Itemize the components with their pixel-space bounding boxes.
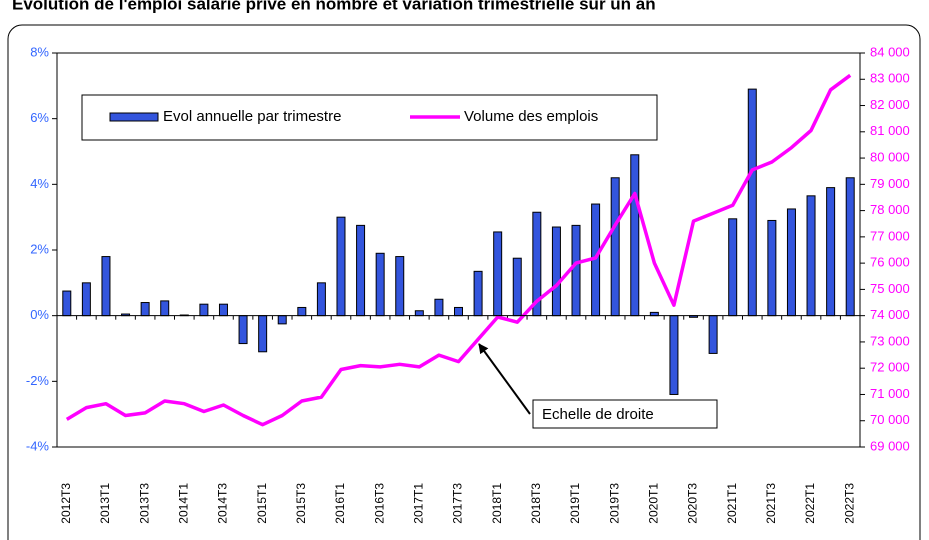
x-tick-label: 2021T1 bbox=[725, 483, 739, 524]
bar bbox=[826, 187, 836, 317]
bar bbox=[473, 270, 483, 317]
x-tick-label: 2019T1 bbox=[568, 483, 582, 524]
x-tick-label: 2022T1 bbox=[803, 483, 817, 524]
x-tick-label: 2016T1 bbox=[333, 483, 347, 524]
bar bbox=[101, 256, 111, 317]
legend-label: Evol annuelle par trimestre bbox=[163, 108, 341, 125]
bar bbox=[277, 315, 287, 325]
bar bbox=[395, 256, 405, 317]
x-tick-label: 2017T3 bbox=[451, 483, 465, 524]
y2-tick-label: 78 000 bbox=[870, 202, 910, 217]
x-tick-label: 2015T1 bbox=[255, 483, 269, 524]
bar bbox=[297, 306, 307, 317]
y2-tick-label: 83 000 bbox=[870, 71, 910, 86]
y2-tick-label: 76 000 bbox=[870, 255, 910, 270]
bar bbox=[786, 208, 796, 317]
bar bbox=[806, 195, 816, 317]
legend-box bbox=[81, 94, 658, 141]
chart-title: Evolution de l'emploi salarié privé en n… bbox=[12, 0, 656, 13]
legend: Evol annuelle par trimestre Volume des em… bbox=[81, 94, 658, 141]
x-tick-label: 2021T3 bbox=[764, 483, 778, 524]
y-tick-label: 0% bbox=[30, 307, 49, 322]
x-tick-label: 2012T3 bbox=[59, 483, 73, 524]
bar bbox=[375, 252, 385, 317]
bar bbox=[160, 300, 170, 317]
x-tick-label: 2018T1 bbox=[490, 483, 504, 524]
y-tick-label: 6% bbox=[30, 110, 49, 125]
x-tick-label: 2014T3 bbox=[216, 483, 230, 524]
y-tick-label: 4% bbox=[30, 176, 49, 191]
bar bbox=[708, 315, 718, 354]
x-tick-label: 2013T3 bbox=[137, 483, 151, 524]
bar bbox=[747, 88, 757, 317]
bar bbox=[434, 298, 444, 317]
y2-tick-label: 75 000 bbox=[870, 281, 910, 296]
legend-marker bbox=[109, 112, 159, 122]
y2-tick-label: 79 000 bbox=[870, 176, 910, 191]
annotation: Echelle de droite bbox=[542, 406, 654, 423]
bar bbox=[493, 231, 503, 317]
bar bbox=[610, 177, 620, 317]
bar bbox=[258, 315, 268, 353]
y2-tick-label: 72 000 bbox=[870, 360, 910, 375]
y2-tick-label: 82 000 bbox=[870, 97, 910, 112]
x-tick-label: 2015T3 bbox=[294, 483, 308, 524]
plot: -4% -2% 0% 2% 4% 6% 8% 69 000 70 000 71 000 72 000… bbox=[26, 44, 910, 523]
line bbox=[65, 73, 852, 427]
bar bbox=[199, 303, 209, 317]
bar bbox=[414, 310, 424, 317]
y-tick-label: 2% bbox=[30, 241, 49, 256]
annotation-arrow bbox=[478, 343, 531, 415]
legend-label: Volume des emplois bbox=[464, 108, 598, 125]
x-tick-label: 2013T1 bbox=[98, 483, 112, 524]
y2-tick-label: 77 000 bbox=[870, 228, 910, 243]
y2-tick-label: 74 000 bbox=[870, 307, 910, 322]
bar bbox=[62, 290, 72, 317]
bar bbox=[238, 315, 248, 345]
bar bbox=[571, 224, 581, 317]
x-tick-label: 2019T3 bbox=[607, 483, 621, 524]
bar bbox=[316, 282, 326, 317]
x-tick-label: 2018T3 bbox=[529, 483, 543, 524]
bar bbox=[336, 216, 346, 317]
y2-tick-label: 71 000 bbox=[870, 386, 910, 401]
bar bbox=[845, 177, 855, 317]
y2-tick-label: 81 000 bbox=[870, 123, 910, 138]
x-tick-label: 2017T1 bbox=[412, 483, 426, 524]
bar bbox=[454, 306, 463, 317]
bar bbox=[728, 218, 738, 317]
y-tick-label: -4% bbox=[26, 438, 50, 453]
y-tick-label: 8% bbox=[30, 44, 49, 59]
y2-tick-label: 80 000 bbox=[870, 150, 910, 165]
y2-tick-label: 69 000 bbox=[870, 438, 910, 453]
bar bbox=[512, 257, 522, 317]
x-tick-label: 2020T1 bbox=[647, 483, 661, 524]
x-tick-label: 2020T3 bbox=[686, 483, 700, 524]
y2-tick-label: 70 000 bbox=[870, 412, 910, 427]
y-tick-label: -2% bbox=[26, 373, 50, 388]
bar bbox=[356, 224, 366, 317]
x-tick-label: 2014T1 bbox=[176, 483, 190, 524]
bar bbox=[551, 226, 561, 317]
x-tick-label: 2016T3 bbox=[372, 483, 386, 524]
x-tick-label: 2022T3 bbox=[842, 483, 856, 524]
bar bbox=[218, 303, 228, 317]
y2-tick-label: 73 000 bbox=[870, 333, 910, 348]
chart-frame bbox=[7, 24, 921, 540]
bar bbox=[140, 302, 150, 317]
bar bbox=[669, 315, 679, 395]
bar bbox=[630, 154, 640, 317]
annotation-box bbox=[532, 399, 718, 429]
bar bbox=[767, 219, 777, 317]
bar bbox=[81, 282, 91, 317]
y2-tick-label: 84 000 bbox=[870, 44, 910, 59]
